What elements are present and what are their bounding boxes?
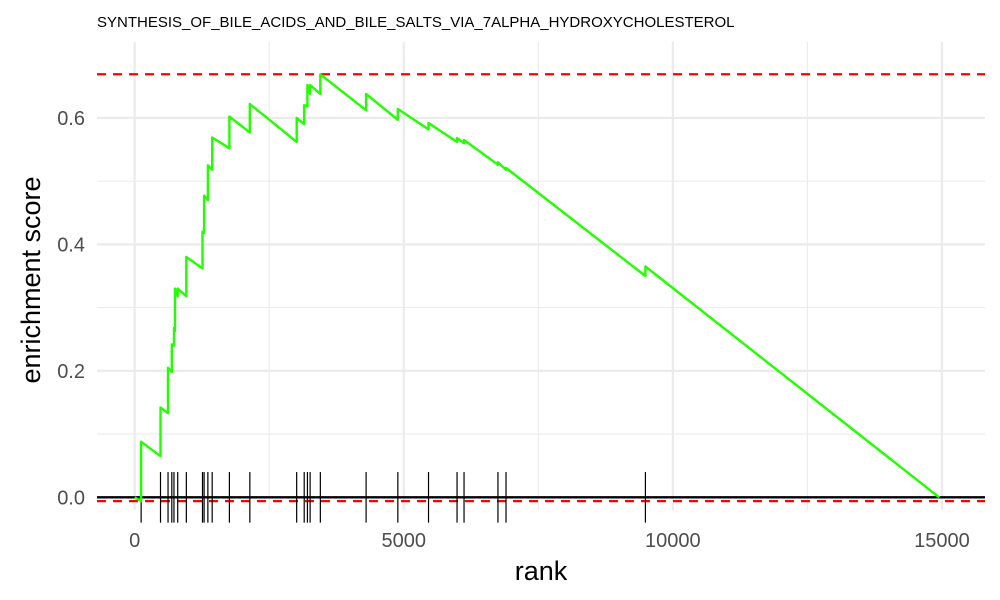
x-tick-label: 0 xyxy=(129,530,140,552)
curve-layer xyxy=(134,73,941,503)
enrichment-curve xyxy=(134,73,941,503)
x-tick-label: 10000 xyxy=(645,530,701,552)
reference-lines xyxy=(97,73,985,503)
x-axis-title: rank xyxy=(515,556,568,586)
gene-rug xyxy=(140,472,647,523)
y-tick-label: 0.6 xyxy=(57,108,85,130)
y-axis-title: enrichment score xyxy=(16,176,46,383)
chart-title: SYNTHESIS_OF_BILE_ACIDS_AND_BILE_SALTS_V… xyxy=(97,14,734,31)
y-tick-label: 0.2 xyxy=(57,361,85,383)
tick-labels: 0 5000 10000 15000 0.0 0.2 0.4 0.6 xyxy=(57,108,970,552)
x-tick-label: 15000 xyxy=(914,530,970,552)
grid-layer xyxy=(97,42,985,510)
x-tick-label: 5000 xyxy=(382,530,427,552)
y-tick-label: 0.4 xyxy=(57,234,85,256)
y-tick-label: 0.0 xyxy=(57,487,85,509)
